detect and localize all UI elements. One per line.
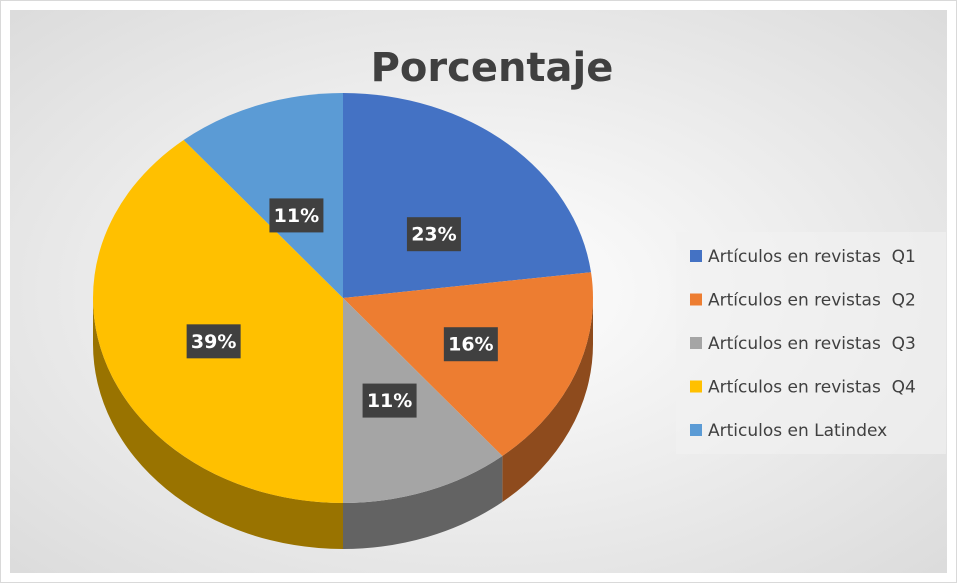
data-label: 16% <box>448 334 493 356</box>
slice-side <box>93 298 343 549</box>
chart-title: Porcentaje <box>371 45 614 91</box>
legend-label: Artículos en revistas Q3 <box>708 334 916 354</box>
slice <box>93 140 343 503</box>
slice <box>343 272 593 456</box>
slice <box>343 93 592 298</box>
data-label-box <box>269 198 324 233</box>
legend-swatch <box>690 337 702 349</box>
data-label: 23% <box>411 224 456 246</box>
slice <box>183 93 343 298</box>
data-label-box <box>362 383 417 418</box>
data-label: 39% <box>191 331 236 353</box>
data-label: 11% <box>367 390 412 412</box>
slice-side <box>343 455 503 549</box>
legend-box <box>676 232 946 454</box>
slice-side <box>502 298 593 502</box>
legend-label: Artículos en revistas Q2 <box>708 291 916 311</box>
legend-label: Artículos en revistas Q4 <box>708 378 916 398</box>
legend-swatch <box>690 380 702 393</box>
legend-label: Articulos en Latindex <box>708 421 887 441</box>
legend-label: Artículos en revistas Q1 <box>708 247 916 267</box>
data-label: 11% <box>274 205 319 227</box>
data-label-box <box>406 217 461 252</box>
data-label-box <box>443 327 498 362</box>
legend-swatch <box>690 293 702 306</box>
data-label-box <box>186 324 241 359</box>
legend-swatch <box>690 250 702 262</box>
legend-swatch <box>690 424 702 436</box>
slice <box>343 298 503 503</box>
